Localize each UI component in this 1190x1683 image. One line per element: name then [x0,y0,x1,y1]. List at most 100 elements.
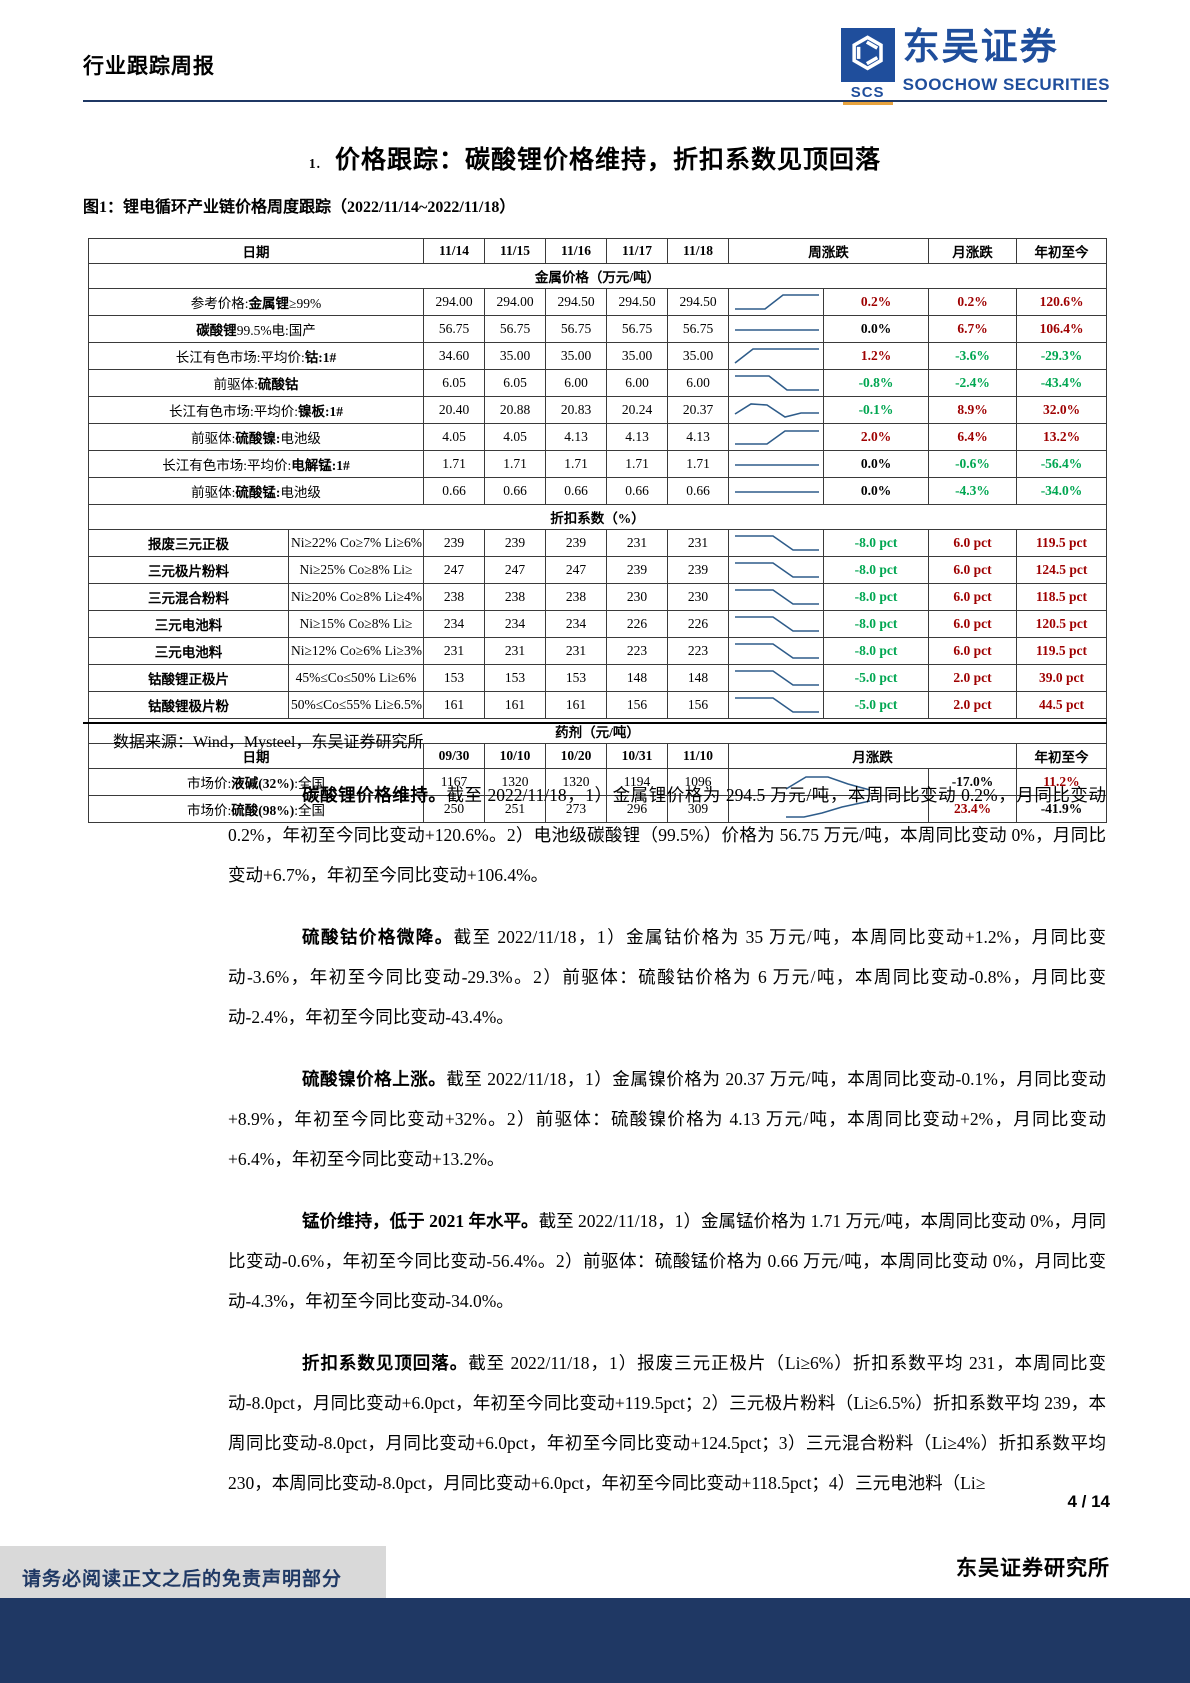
row-category: 三元电池料 [88,610,289,638]
th-week-change: 周涨跌 [728,238,929,264]
paragraph-2: 硫酸钴价格微降。截至 2022/11/18，1）金属钴价格为 35 万元/吨，本… [228,917,1106,1037]
cell-month-change: 23.4% [928,795,1017,823]
cell-value-2: 0.66 [484,477,546,505]
cell-value-5: 223 [667,637,729,665]
cell-value-1: 1.71 [423,450,485,478]
sparkline-icon [734,348,819,364]
cell-value-1: 0.66 [423,477,485,505]
trend-sparkline [728,610,824,638]
sparkline-icon [735,430,819,445]
cell-week-change: -0.8% [823,369,929,397]
row-category: 钴酸锂极片粉 [88,691,289,719]
cell-value-5: 35.00 [667,342,729,370]
cell-value-2: 161 [484,691,546,719]
table-row: 三元电池料 Ni≥15% Co≥8% Li≥ 234 234 234 226 226 -8.0… [88,610,1107,638]
cell-month-change: 6.7% [928,315,1017,343]
row-spec: Ni≥22% Co≥7% Li≥6% [288,529,424,557]
cell-value-1: 6.05 [423,369,485,397]
sparkline-icon [735,616,819,632]
table-row: 前驱体:硫酸锰:电池级 0.66 0.66 0.66 0.66 0.66 0.0% -4.3%… [88,477,1107,505]
cell-ytd: 118.5 pct [1016,583,1107,611]
table-row: 三元电池料 Ni≥12% Co≥6% Li≥3% 231 231 231 223 223 -8… [88,637,1107,665]
cell-value-2: 56.75 [484,315,546,343]
cell-ytd: -43.4% [1016,369,1107,397]
cell-value-4: 296 [606,795,668,823]
th-date-1: 09/30 [423,743,485,769]
paragraph-lead-3: 硫酸镍价格上涨。 [302,1069,447,1089]
cell-value-1: 20.40 [423,396,485,424]
cell-value-4: 1194 [606,768,668,796]
sparkline-icon [735,562,819,578]
table-row: 长江有色市场:平均价:钴:1# 34.60 35.00 35.00 35.00 35.00… [88,342,1107,370]
cell-value-3: 20.83 [545,396,607,424]
cell-week-change: -8.0 pct [823,529,929,557]
cell-value-1: 161 [423,691,485,719]
cell-value-4: 0.66 [606,477,668,505]
cell-week-change: 0.0% [823,477,929,505]
page-header: 行业跟踪周报 ⌬ SCS 东吴证券 SOOCHOW SECURITIES [0,0,1190,104]
cell-value-5: 6.00 [667,369,729,397]
cell-value-2: 239 [484,529,546,557]
cell-value-4: 223 [606,637,668,665]
trend-sparkline [728,637,824,665]
th-ytd: 年初至今 [1016,743,1107,769]
table-row: 钴酸锂正极片 45%≤Co≤50% Li≥6% 153 153 153 148 148 -5.… [88,664,1107,692]
sparkline-icon [785,776,871,791]
logo-company-cn: 东吴证券 [902,27,1059,68]
cell-value-1: 239 [423,529,485,557]
cell-week-change: 0.2% [823,288,929,316]
sparkline-icon [735,294,819,310]
trend-sparkline [728,768,929,796]
band-label: 金属价格（万元/吨） [88,263,1107,289]
cell-value-2: 1.71 [484,450,546,478]
trend-sparkline [728,556,824,584]
cell-ytd: 106.4% [1016,315,1107,343]
row-label: 长江有色市场:平均价:电解锰:1# [88,450,424,478]
sparkline-icon [735,643,819,659]
header-divider [83,100,1107,102]
cell-value-3: 247 [545,556,607,584]
cell-value-5: 231 [667,529,729,557]
cell-value-4: 239 [606,556,668,584]
cell-value-1: 1167 [423,768,485,796]
paragraph-lead-1: 碳酸锂价格维持。 [302,785,447,805]
th-date-3: 10/20 [545,743,607,769]
cell-value-2: 35.00 [484,342,546,370]
trend-sparkline [728,477,824,505]
cell-month-change: 0.2% [928,288,1017,316]
paragraph-body-3: 截至 2022/11/18，1）金属镍价格为 20.37 万元/吨，本周同比变动… [228,1069,1107,1169]
paragraph-3: 硫酸镍价格上涨。截至 2022/11/18，1）金属镍价格为 20.37 万元/… [228,1059,1106,1179]
cell-value-4: 35.00 [606,342,668,370]
cell-ytd: 120.5 pct [1016,610,1107,638]
row-label: 前驱体:硫酸钴 [88,369,424,397]
company-logo: ⌬ SCS 东吴证券 SOOCHOW SECURITIES [840,27,1110,101]
table-row: 前驱体:硫酸镍:电池级 4.05 4.05 4.13 4.13 4.13 2.0% 6.4% 1… [88,423,1107,451]
th-month-change: 月涨跌 [928,238,1017,264]
logo-mark-icon: ⌬ SCS [840,28,895,101]
th-date: 日期 [88,743,424,769]
cell-value-3: 35.00 [545,342,607,370]
cell-value-2: 234 [484,610,546,638]
cell-month-change: -17.0% [928,768,1017,796]
cell-value-4: 294.50 [606,288,668,316]
row-category: 报废三元正极 [88,529,289,557]
cell-month-change: 6.0 pct [928,529,1017,557]
trend-sparkline [728,288,824,316]
logo-text: 东吴证券 SOOCHOW SECURITIES [902,27,1110,95]
cell-value-2: 238 [484,583,546,611]
table-row: 长江有色市场:平均价:电解锰:1# 1.71 1.71 1.71 1.71 1.71 0.0… [88,450,1107,478]
th-date-2: 11/15 [484,238,546,264]
row-label: 参考价格:金属锂≥99% [88,288,424,316]
cell-value-5: 226 [667,610,729,638]
cell-value-3: 1320 [545,768,607,796]
th-date-4: 10/31 [606,743,668,769]
table-row: 三元混合粉料 Ni≥20% Co≥8% Li≥4% 238 238 238 230 230-… [88,583,1107,611]
paragraph-1: 碳酸锂价格维持。截至 2022/11/18，1）金属锂价格为 294.5 万元/… [228,775,1106,895]
trend-sparkline [728,369,824,397]
cell-ytd: 119.5 pct [1016,637,1107,665]
cell-week-change: -5.0 pct [823,691,929,719]
cell-value-4: 20.24 [606,396,668,424]
cell-value-4: 231 [606,529,668,557]
table-header-row: 日期 11/14 11/15 11/16 11/17 11/18 周涨跌 月涨跌 年初至今 [88,238,1107,264]
row-label: 市场价:液碱(32%):全国 [88,768,424,796]
